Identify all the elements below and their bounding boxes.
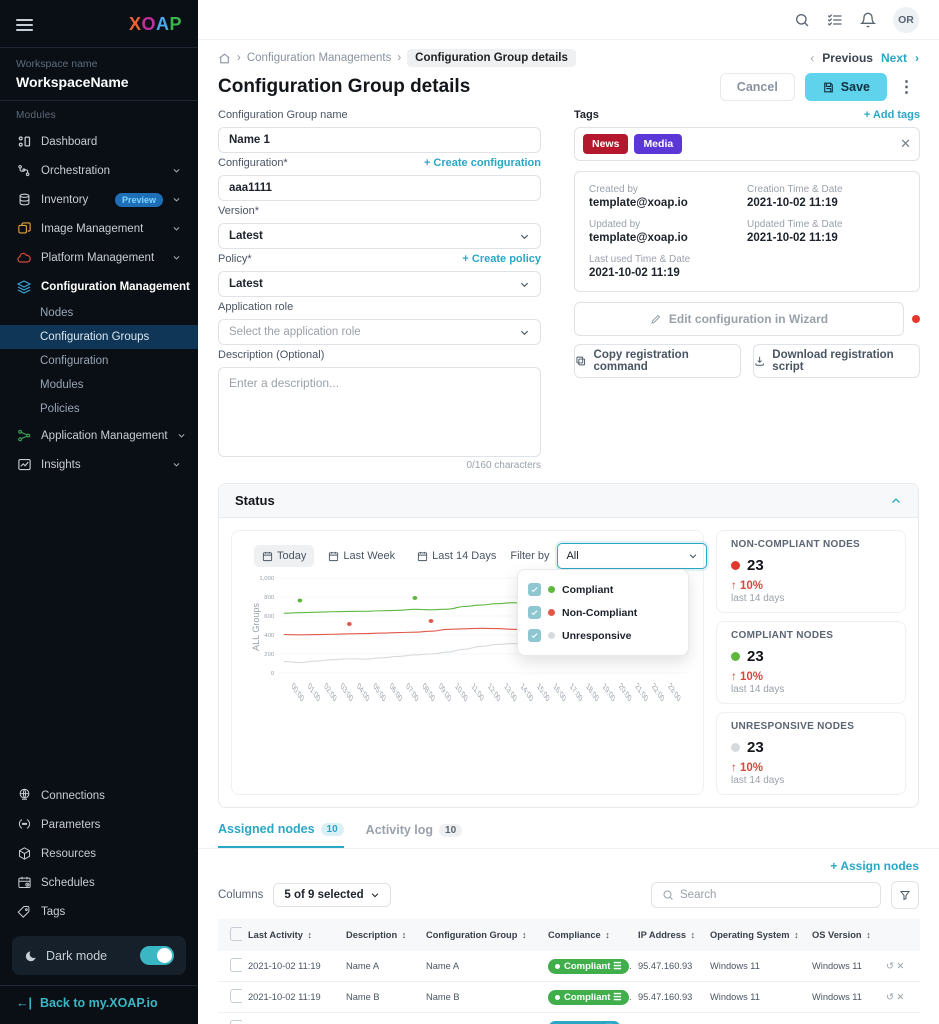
svg-text:20:00: 20:00 bbox=[618, 680, 633, 703]
svg-text:07:00: 07:00 bbox=[405, 680, 420, 703]
svg-text:14:00: 14:00 bbox=[520, 680, 535, 703]
svg-text:12:00: 12:00 bbox=[487, 680, 502, 703]
svg-text:0: 0 bbox=[271, 671, 274, 676]
svg-text:15:00: 15:00 bbox=[536, 680, 551, 703]
svg-text:18:00: 18:00 bbox=[585, 680, 600, 703]
svg-text:23:00: 23:00 bbox=[667, 680, 682, 703]
svg-text:03:00: 03:00 bbox=[339, 680, 354, 703]
svg-text:400: 400 bbox=[264, 633, 274, 638]
svg-text:09:00: 09:00 bbox=[438, 680, 453, 703]
svg-text:04:00: 04:00 bbox=[356, 680, 371, 703]
svg-text:19:00: 19:00 bbox=[602, 680, 617, 703]
svg-text:13:00: 13:00 bbox=[503, 680, 518, 703]
svg-text:16:00: 16:00 bbox=[552, 680, 567, 703]
svg-text:01:00: 01:00 bbox=[307, 680, 322, 703]
svg-text:600: 600 bbox=[264, 614, 274, 619]
svg-text:06:00: 06:00 bbox=[389, 680, 404, 703]
svg-text:00:00: 00:00 bbox=[290, 680, 305, 703]
svg-text:11:00: 11:00 bbox=[470, 680, 485, 703]
svg-text:200: 200 bbox=[264, 652, 274, 657]
svg-text:22:00: 22:00 bbox=[651, 680, 666, 703]
svg-text:21:00: 21:00 bbox=[634, 680, 649, 703]
svg-text:08:00: 08:00 bbox=[421, 680, 436, 703]
svg-text:10:00: 10:00 bbox=[454, 680, 469, 703]
svg-text:05:00: 05:00 bbox=[372, 680, 387, 703]
svg-text:17:00: 17:00 bbox=[569, 680, 584, 703]
svg-text:02:00: 02:00 bbox=[323, 680, 338, 703]
svg-text:800: 800 bbox=[264, 595, 274, 600]
svg-text:1,000: 1,000 bbox=[259, 576, 274, 581]
